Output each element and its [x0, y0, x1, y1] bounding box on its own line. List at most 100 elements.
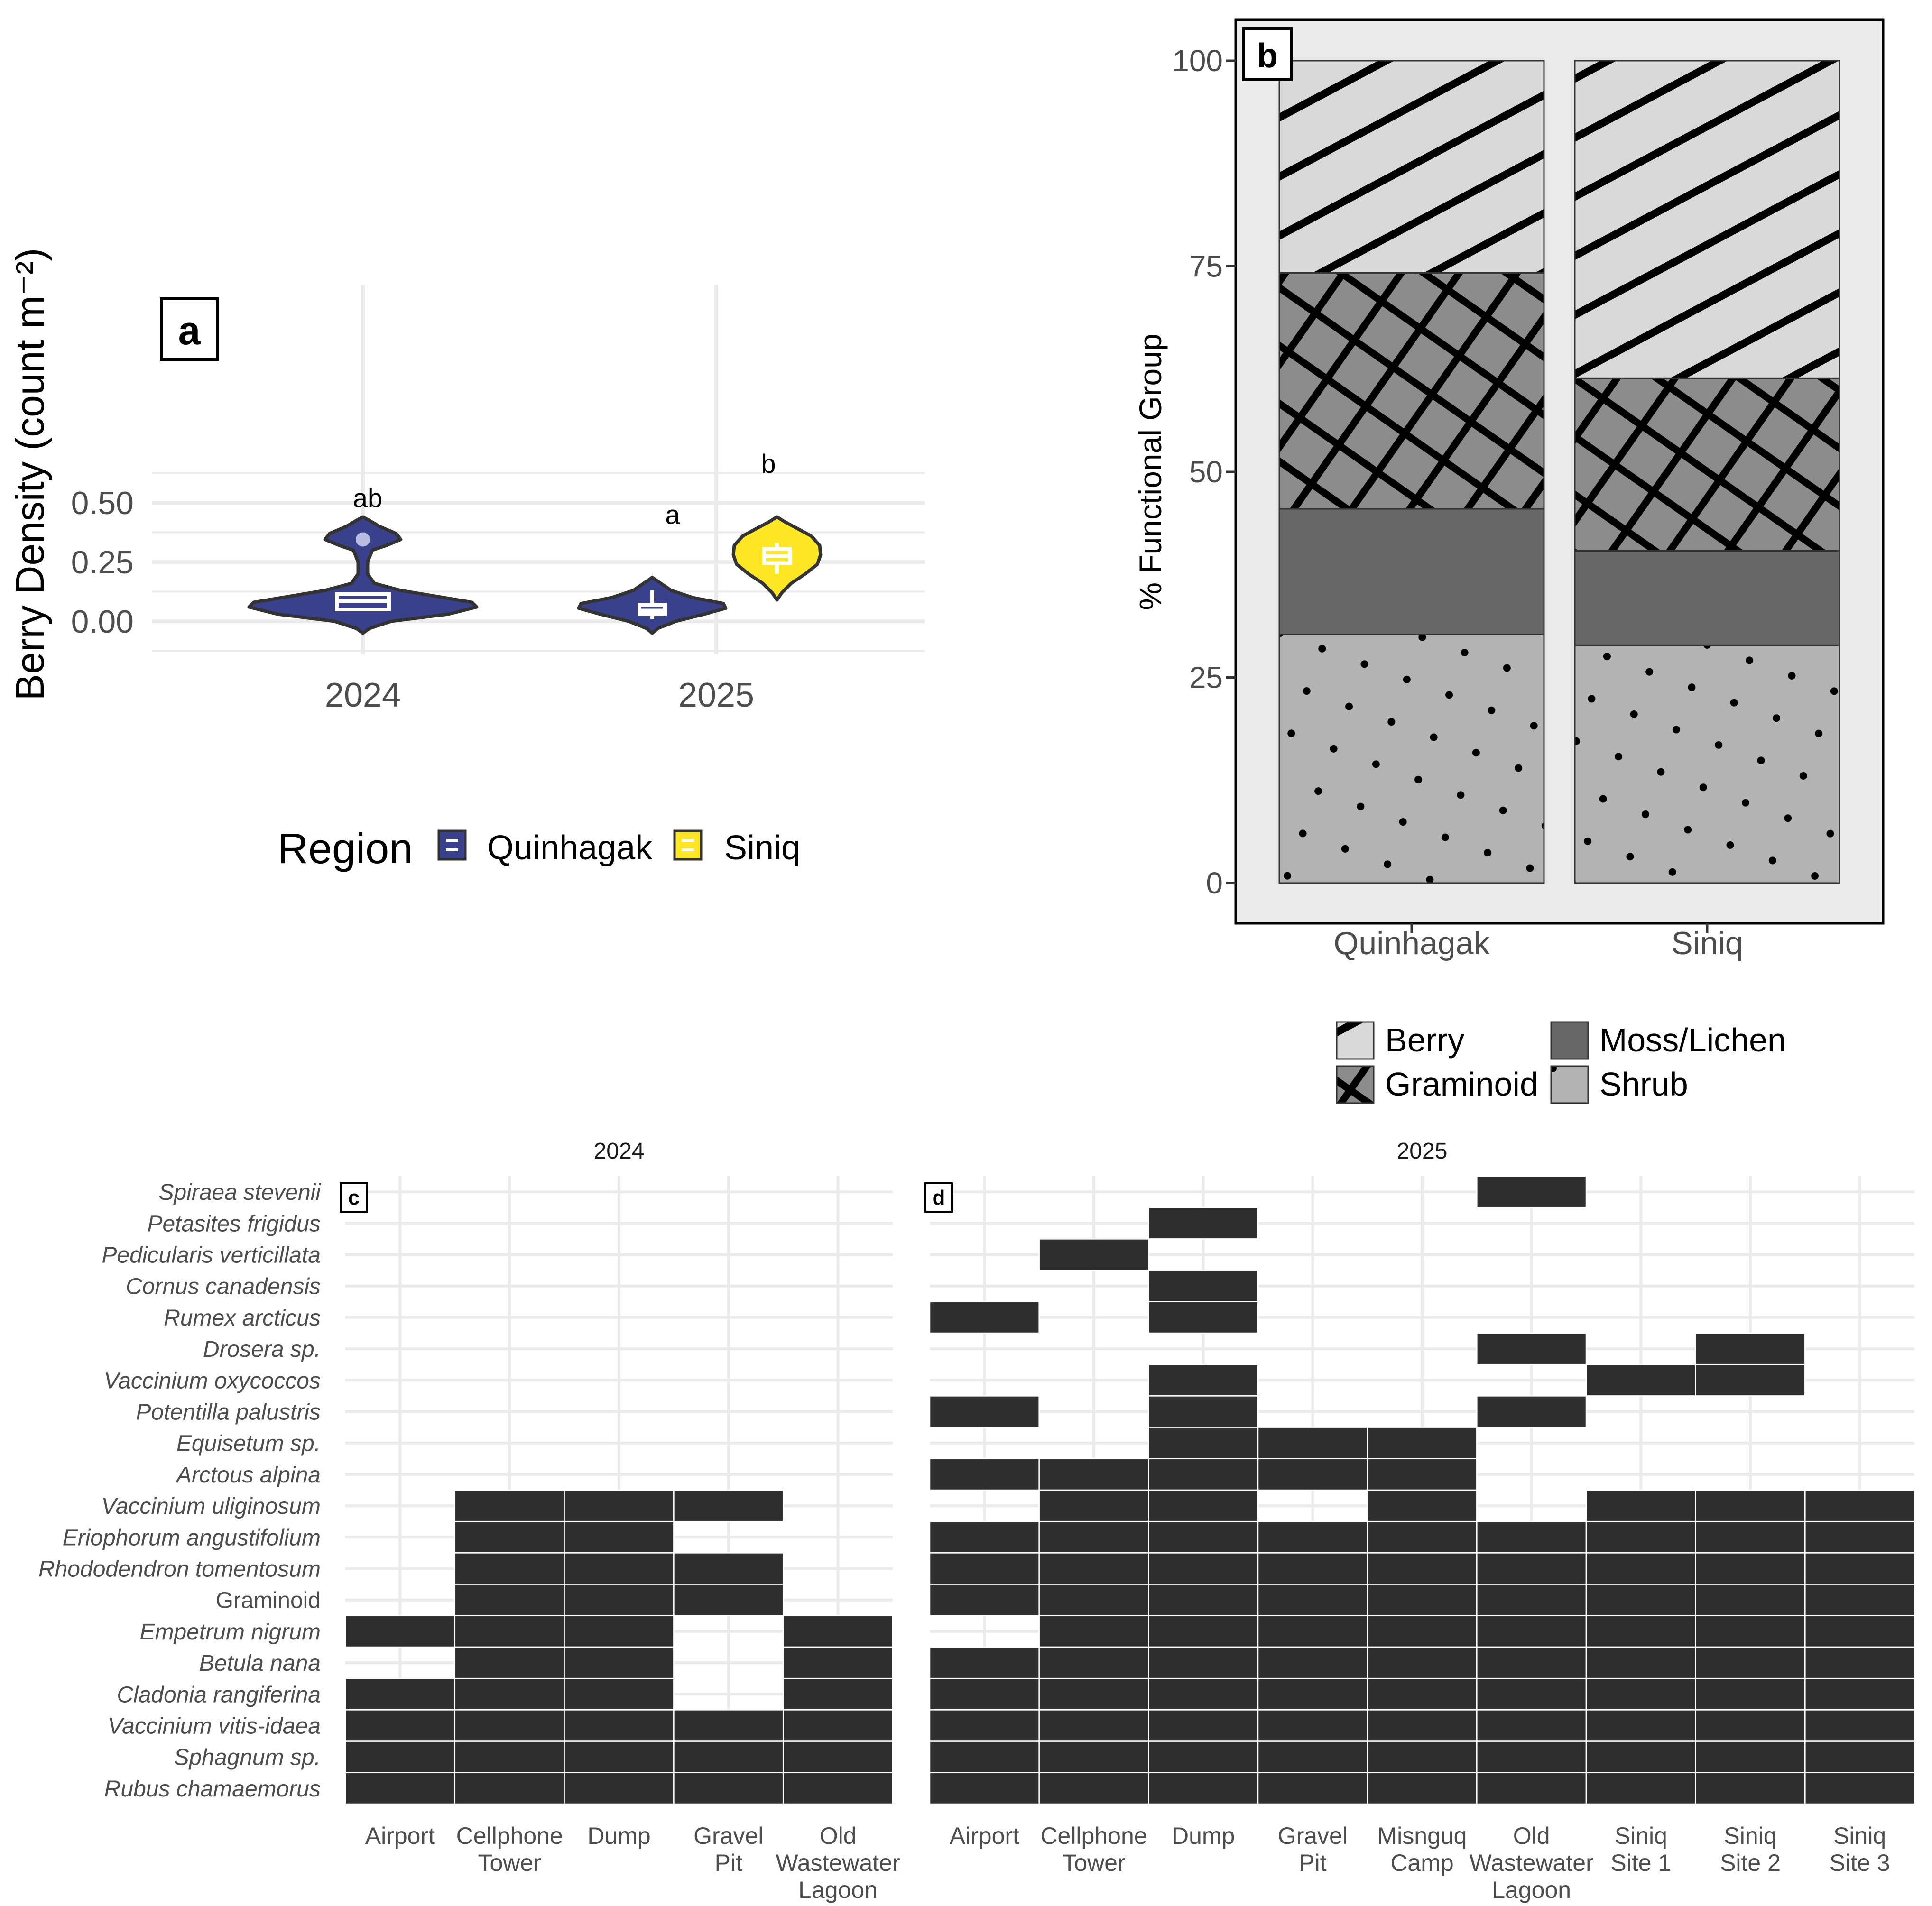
- heatmap-cell-graminoid-old-wastewater-lagoon: [1476, 1584, 1587, 1617]
- heatmap-x-label-line: Wastewater: [1470, 1850, 1594, 1876]
- heatmap-cell-graminoid-siniq-site-2: [1695, 1584, 1806, 1617]
- heatmap-cell-sphagnum-sp-cellphone-tower: [454, 1740, 565, 1774]
- heatmap-x-label: Old Wastewater Lagoon: [776, 1823, 900, 1903]
- heatmap-cell-rubus-chamaemorus-cellphone-tower: [454, 1772, 565, 1805]
- heatmap-cell-rhododendron-tomentosum-dump: [564, 1552, 675, 1585]
- heatmap-species-label: Pedicularis verticillata: [102, 1243, 321, 1268]
- heatmap-cell-empetrum-nigrum-gravel-pit: [1257, 1615, 1368, 1648]
- heatmap-x-label: Gravel Pit: [693, 1823, 763, 1876]
- significance-letter: b: [761, 449, 776, 479]
- heatmap-cell-rhododendron-tomentosum-cellphone-tower: [1038, 1552, 1149, 1585]
- heatmap-cell-rubus-chamaemorus-airport: [344, 1772, 456, 1805]
- heatmap-cell-sphagnum-sp-airport: [344, 1740, 456, 1774]
- heatmap-cell-vaccinium-vitis-idaea-misnguq-camp: [1367, 1709, 1478, 1742]
- significance-letter: a: [665, 500, 680, 530]
- panel-b-legend: Berry Moss/Lichen Graminoid Shrub: [1336, 1021, 1786, 1104]
- heatmap-x-label: Dump: [587, 1823, 650, 1849]
- heatmap-cell-arctous-alpina-dump: [1148, 1458, 1259, 1491]
- heatmap-cell-vaccinium-vitis-idaea-gravel-pit: [1257, 1709, 1368, 1742]
- heatmap-species-label: Equisetum sp.: [176, 1431, 321, 1456]
- heatmap-cell-betula-nana-old-wastewater-lagoon: [1476, 1646, 1587, 1679]
- panel-b-y-tick-label: 75: [1189, 249, 1223, 284]
- heatmap-cell-rubus-chamaemorus-siniq-site-3: [1804, 1772, 1915, 1805]
- heatmap-cell-cladonia-rangiferina-dump: [1148, 1677, 1259, 1711]
- panel-d-label: d: [933, 1186, 945, 1209]
- heatmap-cell-rubus-chamaemorus-dump: [1148, 1772, 1259, 1805]
- heatmap-cell-empetrum-nigrum-cellphone-tower: [1038, 1615, 1149, 1648]
- heatmap-cell-spiraea-stevenii-old-wastewater-lagoon: [1476, 1175, 1587, 1208]
- heatmap-cell-eriophorum-angustifolium-siniq-site-2: [1695, 1520, 1806, 1554]
- heatmap-cell-betula-nana-old-wastewater-lagoon: [782, 1646, 894, 1679]
- heatmap-species-label: Rhododendron tomentosum: [38, 1557, 321, 1582]
- heatmap-cell-betula-nana-misnguq-camp: [1367, 1646, 1478, 1679]
- heatmap-x-label: Cellphone Tower: [456, 1823, 563, 1876]
- heatmap-cell-rumex-arcticus-dump: [1148, 1301, 1259, 1334]
- heatmap-cell-eriophorum-angustifolium-old-wastewater-lagoon: [1476, 1520, 1587, 1554]
- heatmap-cell-rhododendron-tomentosum-cellphone-tower: [454, 1552, 565, 1585]
- heatmap-cell-sphagnum-sp-siniq-site-3: [1804, 1740, 1915, 1774]
- heatmap-cell-arctous-alpina-cellphone-tower: [1038, 1458, 1149, 1491]
- heatmap-cell-cladonia-rangiferina-airport: [929, 1677, 1040, 1711]
- heatmap-cell-vaccinium-vitis-idaea-siniq-site-2: [1695, 1709, 1806, 1742]
- heatmap-cell-betula-nana-siniq-site-2: [1695, 1646, 1806, 1679]
- heatmap-cell-graminoid-airport: [929, 1584, 1040, 1617]
- heatmap-cell-empetrum-nigrum-dump: [1148, 1615, 1259, 1648]
- heatmap-cell-equisetum-sp-misnguq-camp: [1367, 1427, 1478, 1460]
- heatmap-species-label: Cladonia rangiferina: [117, 1682, 321, 1707]
- heatmap-species-label: Vaccinium oxycoccos: [104, 1368, 321, 1393]
- heatmap-x-label-line: Gravel: [1278, 1823, 1348, 1849]
- heatmap-cell-betula-nana-dump: [1148, 1646, 1259, 1679]
- panel-c-strip-title: 2024: [594, 1139, 645, 1164]
- bar-siniq-graminoid: [1574, 377, 1840, 552]
- heatmap-cell-vaccinium-uliginosum-cellphone-tower: [1038, 1489, 1149, 1522]
- heatmap-cell-cladonia-rangiferina-old-wastewater-lagoon: [1476, 1677, 1587, 1711]
- heatmap-cell-rubus-chamaemorus-gravel-pit: [1257, 1772, 1368, 1805]
- heatmap-cell-rhododendron-tomentosum-siniq-site-3: [1804, 1552, 1915, 1585]
- heatmap-cell-eriophorum-angustifolium-siniq-site-3: [1804, 1520, 1915, 1554]
- heatmap-x-label: Misnguq Camp: [1377, 1823, 1467, 1876]
- legend-key-quinhagak: [437, 829, 467, 861]
- heatmap-cell-vaccinium-vitis-idaea-cellphone-tower: [1038, 1709, 1149, 1742]
- panel-a-y-tick-label: 0.25: [71, 544, 134, 580]
- heatmap-cell-empetrum-nigrum-dump: [564, 1615, 675, 1648]
- heatmap-x-label: Airport: [950, 1823, 1019, 1849]
- heatmap-cell-arctous-alpina-airport: [929, 1458, 1040, 1491]
- heatmap-x-label-line: Pit: [1299, 1850, 1326, 1876]
- heatmap-species-label: Rubus chamaemorus: [104, 1777, 321, 1802]
- heatmap-cell-equisetum-sp-gravel-pit: [1257, 1427, 1368, 1460]
- heatmap-cell-petasites-frigidus-dump: [1148, 1206, 1259, 1240]
- heatmap-cell-vaccinium-vitis-idaea-siniq-site-1: [1585, 1709, 1696, 1742]
- heatmap-species-label: Drosera sp.: [203, 1337, 321, 1362]
- heatmap-cell-vaccinium-oxycoccos-dump: [1148, 1363, 1259, 1397]
- heatmap-cell-graminoid-gravel-pit: [1257, 1584, 1368, 1617]
- heatmap-cell-empetrum-nigrum-airport: [344, 1615, 456, 1648]
- legend-key-berry: [1336, 1021, 1375, 1060]
- panel-a-ticks: 0.00 0.25 0.50 2024 2025: [71, 485, 754, 714]
- heatmap-cell-empetrum-nigrum-cellphone-tower: [454, 1615, 565, 1648]
- legend-title: Region: [277, 825, 413, 873]
- violin-2024-quinhagak: [247, 515, 479, 635]
- heatmap-cell-rhododendron-tomentosum-misnguq-camp: [1367, 1552, 1478, 1585]
- heatmap-cell-rhododendron-tomentosum-siniq-site-2: [1695, 1552, 1806, 1585]
- heatmap-x-label-line: Lagoon: [798, 1877, 878, 1903]
- heatmap-species-label: Rumex arcticus: [164, 1306, 321, 1331]
- heatmap-cell-potentilla-palustris-dump: [1148, 1395, 1259, 1428]
- heatmap-cell-eriophorum-angustifolium-misnguq-camp: [1367, 1520, 1478, 1554]
- heatmap-cell-sphagnum-sp-airport: [929, 1740, 1040, 1774]
- heatmap-x-label-line: Dump: [587, 1823, 650, 1849]
- heatmap-cell-graminoid-dump: [1148, 1584, 1259, 1617]
- heatmap-cell-graminoid-siniq-site-3: [1804, 1584, 1915, 1617]
- heatmap-species-label: Eriophorum angustifolium: [63, 1525, 321, 1550]
- heatmap-x-label-line: Dump: [1172, 1823, 1235, 1849]
- heatmap-cell-sphagnum-sp-old-wastewater-lagoon: [1476, 1740, 1587, 1774]
- heatmap-x-label-line: Camp: [1390, 1850, 1453, 1876]
- heatmap-cell-graminoid-gravel-pit: [673, 1584, 784, 1617]
- heatmap-x-label-line: Siniq: [1724, 1823, 1776, 1849]
- bar-quinhagak-graminoid: [1278, 272, 1545, 510]
- heatmap-cell-betula-nana-cellphone-tower: [454, 1646, 565, 1679]
- heatmap-cell-rubus-chamaemorus-airport: [929, 1772, 1040, 1805]
- legend-key-graminoid: [1336, 1065, 1375, 1104]
- heatmap-cell-empetrum-nigrum-old-wastewater-lagoon: [1476, 1615, 1587, 1648]
- heatmap-x-label: Cellphone Tower: [1040, 1823, 1147, 1876]
